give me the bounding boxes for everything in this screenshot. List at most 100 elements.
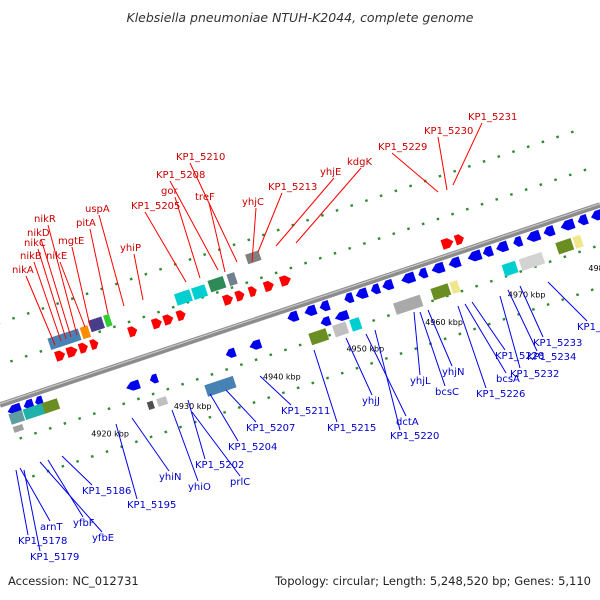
tick-dash xyxy=(495,197,499,201)
forward-gene-label: yhjC xyxy=(242,197,264,208)
feature-block xyxy=(393,294,424,315)
genome-backbone xyxy=(0,202,600,408)
feature-block xyxy=(191,284,209,301)
tick-dash xyxy=(259,276,264,280)
forward-label-leader xyxy=(47,224,78,336)
reverse-label-leader xyxy=(187,399,206,460)
tick-dash xyxy=(546,302,550,307)
tick-dash xyxy=(41,306,45,311)
forward-gene-arrow xyxy=(77,342,88,354)
forward-gene-arrow xyxy=(221,294,234,306)
reverse-gene-label: yfbE xyxy=(92,533,114,544)
reverse-label-leader xyxy=(39,461,103,533)
reverse-label-leader xyxy=(191,411,241,477)
tick-dash xyxy=(63,421,67,425)
reverse-gene-arrow xyxy=(382,278,395,291)
forward-gene-label: yhiP xyxy=(120,243,141,254)
tick-dash xyxy=(430,299,435,303)
forward-label-leader xyxy=(71,246,91,327)
reverse-gene-label: KP1_5211 xyxy=(281,406,330,417)
tick-dash xyxy=(208,415,212,419)
forward-gene-arrow xyxy=(150,318,162,330)
tick-dash xyxy=(306,218,310,222)
reverse-gene-label: yhiN xyxy=(159,472,182,483)
tick-dash xyxy=(149,435,153,439)
forward-gene-label: mgtE xyxy=(58,236,84,247)
reverse-label-leader xyxy=(464,303,507,374)
tick-dash xyxy=(230,286,234,290)
reverse-gene-label: bcsC xyxy=(435,387,459,398)
feature-block xyxy=(501,260,519,277)
accession-label: Accession: NC_012731 xyxy=(8,574,139,588)
reverse-gene-label: bcsA xyxy=(496,374,520,385)
tick-dash xyxy=(386,314,390,318)
reverse-gene-label: KP1_5204 xyxy=(228,442,277,453)
reverse-label-leader xyxy=(365,333,407,417)
forward-gene-arrow xyxy=(234,290,245,302)
tick-dash xyxy=(210,372,214,376)
feature-block xyxy=(79,325,92,340)
forward-gene-label: nikE xyxy=(46,251,67,262)
tick-dash xyxy=(502,317,506,321)
tick-dash xyxy=(303,261,308,265)
forward-gene-label: pitA xyxy=(76,218,96,229)
reverse-label-leader xyxy=(419,311,446,387)
tick-dash xyxy=(394,189,398,193)
tick-dash xyxy=(232,243,236,247)
feature-block xyxy=(87,316,105,333)
forward-gene-arrow xyxy=(54,350,66,362)
reverse-gene-label: KP1_5232 xyxy=(510,369,559,380)
forward-label-leader xyxy=(391,152,439,193)
reverse-label-leader xyxy=(225,389,257,423)
tick-dash xyxy=(274,271,278,275)
tick-dash xyxy=(225,367,229,372)
reverse-label-leader xyxy=(471,301,506,351)
tick-dash xyxy=(384,356,388,360)
feature-block xyxy=(430,283,452,301)
reverse-gene-label: yhiO xyxy=(188,482,211,493)
forward-gene-label: nikD xyxy=(27,228,50,239)
tick-dash xyxy=(11,316,16,320)
reverse-gene-label: yhjJ xyxy=(362,396,380,407)
reverse-gene-arrow xyxy=(560,218,576,231)
reverse-gene-label: KP1_5186 xyxy=(82,486,131,497)
reverse-gene-label: arnT xyxy=(40,522,63,533)
tick-dash xyxy=(509,192,513,197)
reverse-gene-arrow xyxy=(320,315,332,327)
tick-dash xyxy=(237,405,241,409)
tick-dash xyxy=(553,178,558,182)
tick-dash xyxy=(556,135,560,139)
tick-dash xyxy=(475,284,479,288)
forward-label-leader xyxy=(25,275,56,346)
tick-dash xyxy=(578,250,582,254)
tick-dash xyxy=(24,354,28,358)
feature-block xyxy=(245,250,262,265)
reverse-gene-label: KP1_5236 xyxy=(577,322,600,333)
tick-dash xyxy=(318,256,322,260)
feature-block xyxy=(207,275,227,293)
tick-dash xyxy=(90,454,94,458)
tick-dash xyxy=(129,277,133,281)
tick-label: 4920 kbp xyxy=(91,430,129,439)
tick-label: 4960 kbp xyxy=(425,318,463,327)
tick-dash xyxy=(370,361,374,365)
forward-gene-label: nikB xyxy=(20,251,42,262)
tick-dash xyxy=(539,183,543,187)
reverse-gene-arrow xyxy=(344,292,355,304)
tick-dash xyxy=(203,253,207,257)
tick-dash xyxy=(340,371,344,375)
reverse-gene-arrow xyxy=(355,287,369,299)
forward-label-leader xyxy=(295,167,362,244)
forward-label-leader xyxy=(144,211,187,283)
tick-dash xyxy=(408,184,413,188)
tick-dash xyxy=(33,431,38,435)
tick-dash xyxy=(151,392,155,396)
feature-block xyxy=(146,400,155,411)
feature-block xyxy=(103,313,113,328)
tick-dash xyxy=(195,377,199,381)
tick-dash xyxy=(75,459,80,463)
reverse-gene-label: KP1_5226 xyxy=(476,389,525,400)
reverse-gene-arrow xyxy=(319,300,331,312)
feature-block xyxy=(47,328,82,350)
